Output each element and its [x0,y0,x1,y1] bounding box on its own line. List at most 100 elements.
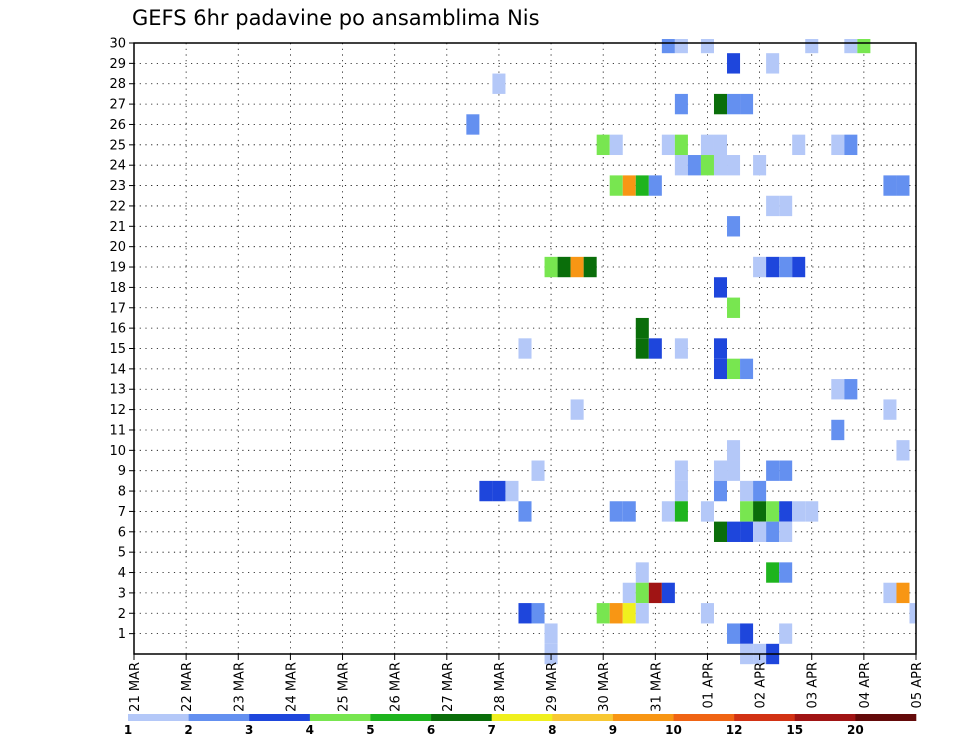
heatmap-cell [557,256,571,278]
y-tick-label: 18 [109,281,126,296]
heatmap-cell [766,521,780,542]
heatmap-cell [766,460,780,481]
heatmap-cell [700,501,714,522]
heatmap-cell [766,53,780,74]
heatmap-cell [740,501,754,522]
x-axis: 21 MAR 22 MAR 23 MAR 24 MAR 25 MAR 26 MAR 27 M… [128,654,925,712]
colorbar-swatch [249,714,311,721]
colorbar-label: 10 [665,723,682,737]
y-tick-label: 12 [109,403,126,418]
y-tick-label: 19 [109,261,126,276]
heatmap-cell [753,480,767,502]
heatmap-cell [674,155,688,176]
y-tick-label: 8 [118,485,126,500]
heatmap-cell [674,39,688,54]
heatmap-cell [727,155,741,176]
y-tick-label: 4 [118,566,126,581]
heatmap-cell [661,501,675,522]
chart-title: GEFS 6hr padavine po ansamblima Nis [132,6,540,30]
y-tick-label: 30 [109,37,126,52]
heatmap-cell [518,501,532,522]
y-tick-label: 13 [109,383,126,398]
heatmap-cell [727,93,741,115]
heatmap-cell [883,175,897,196]
heatmap-cell [700,603,714,624]
x-tick-label: 23 MAR [232,662,247,712]
heatmap-cell [727,53,741,74]
heatmap-cell [622,501,636,522]
y-tick-label: 25 [109,138,126,153]
heatmap-cell [896,440,910,461]
heatmap-cell [583,256,597,278]
heatmap-cell [727,297,741,318]
heatmap-cell [727,216,741,237]
colorbar-label: 5 [366,723,374,737]
heatmap-cell [661,134,675,156]
heatmap-cell [648,582,662,604]
y-tick-label: 6 [118,525,126,540]
heatmap-cell [609,134,623,156]
y-tick-label: 28 [109,77,126,92]
heatmap-cell [779,623,793,644]
heatmap-cell [779,562,793,583]
y-axis: 1234567891011121314151617181920212223242… [109,37,134,642]
x-tick-label: 04 APR [858,662,873,708]
heatmap-cell [596,134,610,156]
y-tick-label: 7 [118,505,126,520]
colorbar-label: 1 [124,723,132,737]
heatmap-cell [544,623,558,644]
y-tick-label: 17 [109,301,126,316]
colorbar-label: 7 [488,723,496,737]
heatmap-cell [492,480,506,502]
heatmap-cell [844,379,858,400]
colorbar-label: 6 [427,723,435,737]
heatmap-cell [779,501,793,522]
heatmap-cell [740,358,754,380]
y-tick-label: 16 [109,322,126,337]
heatmap-cell [896,582,910,604]
heatmap-cell [713,480,728,502]
y-tick-label: 26 [109,118,126,133]
heatmap-cell [674,480,688,502]
heatmap-cell [687,155,701,176]
x-tick-label: 03 APR [806,662,821,708]
colorbar-label: 2 [184,723,192,737]
heatmap-cell [727,460,741,481]
heatmap-cell [518,603,532,624]
colorbar-swatch [128,714,189,721]
heatmap-cell [531,460,545,481]
heatmap-cell [740,521,754,542]
heatmap-cell [727,521,741,542]
heatmap-cell [896,175,910,196]
heatmap-cell [648,338,662,359]
heatmap-cell [792,501,806,522]
heatmap-cell [727,623,741,644]
heatmap-cell [700,134,714,156]
y-tick-label: 22 [109,199,126,214]
heatmap-cell [713,338,728,359]
x-tick-label: 22 MAR [180,662,195,712]
heatmap-cell [713,134,728,156]
heatmap-cell [844,134,858,156]
heatmap-cell [883,582,897,604]
y-tick-label: 1 [118,627,126,642]
heatmap-cell [648,175,662,196]
heatmap-cell [674,338,688,359]
heatmap-cell [713,93,728,115]
x-tick-label: 24 MAR [284,662,299,712]
x-tick-label: 26 MAR [389,662,404,712]
colorbar-label: 4 [306,723,314,737]
colorbar: 1 2 3 4 5 6 7 8 9 10 12 15 20 [124,714,917,737]
heatmap-cell [531,603,545,624]
heatmap-cell [635,582,649,604]
heatmap-cell [635,338,649,359]
heatmap-cell [596,603,610,624]
y-tick-label: 9 [118,464,126,479]
heatmap-cell [544,256,558,278]
heatmap-cell [505,480,519,502]
heatmap-cell [753,256,767,278]
x-tick-label: 01 APR [701,662,716,708]
colorbar-swatch [794,714,856,721]
heatmap-cell [857,39,871,54]
